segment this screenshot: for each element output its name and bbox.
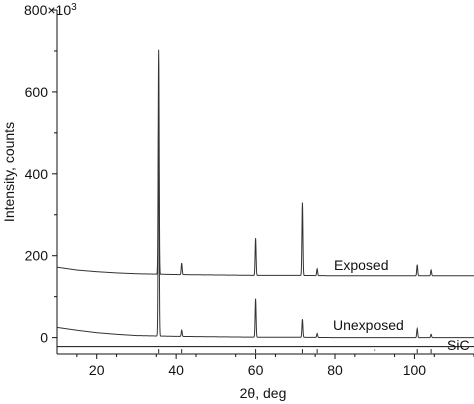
reference-ticks [158, 349, 432, 354]
y-tick-label: 600 [25, 84, 49, 100]
x-axis: 20 40 60 80 100 [76, 354, 474, 378]
y-tick-label: 400 [25, 166, 49, 182]
y-axis: 0 200 400 600 [25, 9, 57, 346]
x-tick-label: 40 [168, 362, 184, 378]
y-axis-multiplier-base: 800×10 [24, 2, 71, 18]
series-layer [56, 49, 474, 339]
series-line-exposed [56, 49, 474, 277]
x-tick-label: 60 [248, 362, 264, 378]
plot-frame [56, 10, 474, 355]
reference-label-sic: SiC [447, 337, 470, 353]
y-tick-label: 200 [25, 248, 49, 264]
series-line-unexposed [56, 112, 474, 339]
series-label-unexposed: Unexposed [333, 317, 404, 333]
y-axis-title: Intensity, counts [1, 122, 17, 222]
x-tick-label: 20 [89, 362, 105, 378]
x-axis-title: 2θ, deg [240, 385, 287, 401]
x-tick-label: 80 [327, 362, 343, 378]
y-tick-label: 0 [40, 330, 48, 346]
y-axis-multiplier: 800×103 [24, 2, 77, 18]
x-tick-label: 100 [403, 362, 427, 378]
series-label-exposed: Exposed [334, 257, 388, 273]
y-axis-multiplier-exponent: 3 [71, 2, 77, 13]
